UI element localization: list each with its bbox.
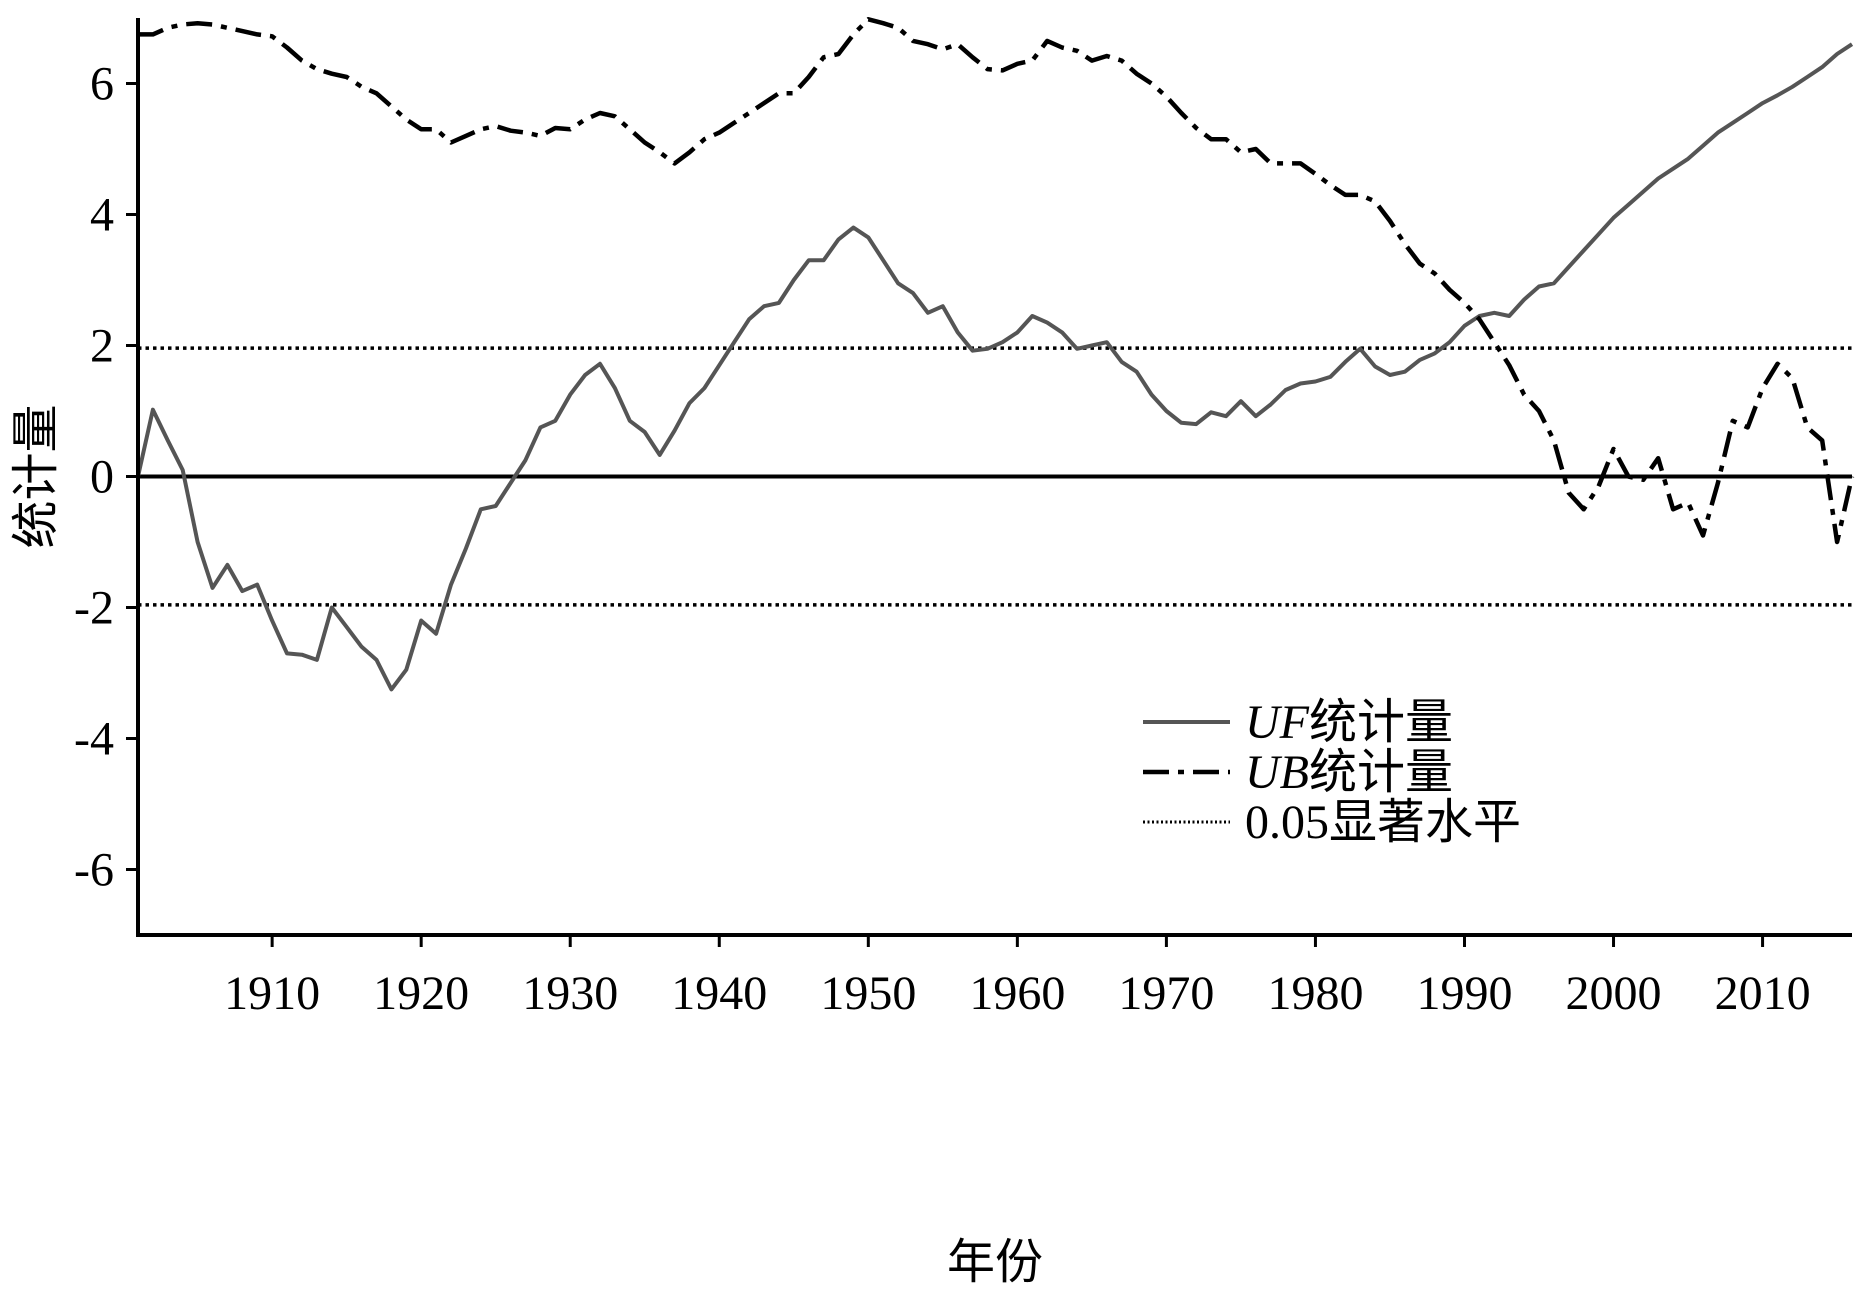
y-tick-label: 4 bbox=[90, 189, 114, 242]
x-tick-label: 1920 bbox=[373, 967, 469, 1020]
y-axis-ticks: -6 -4 -2 0 2 4 6 bbox=[74, 58, 138, 897]
x-tick-label: 2010 bbox=[1715, 967, 1811, 1020]
x-tick-label: 1980 bbox=[1267, 967, 1363, 1020]
y-tick-label: 6 bbox=[90, 58, 114, 111]
y-tick-label: -2 bbox=[74, 582, 114, 635]
reference-lines bbox=[138, 346, 1852, 607]
x-tick-label: 1960 bbox=[969, 967, 1065, 1020]
y-tick-label: -4 bbox=[74, 713, 114, 766]
x-tick-label: 1940 bbox=[671, 967, 767, 1020]
y-axis-title: 统计量 bbox=[8, 404, 64, 548]
y-tick-label: 2 bbox=[90, 320, 114, 373]
series-line-uf bbox=[136, 42, 1854, 692]
x-axis-title: 年份 bbox=[947, 1234, 1043, 1290]
y-tick-label: -6 bbox=[74, 844, 114, 897]
legend-label: UB统计量 bbox=[1245, 744, 1453, 800]
series-line-ub bbox=[138, 17, 1855, 545]
legend-label: UF统计量 bbox=[1245, 694, 1453, 750]
x-tick-label: 1950 bbox=[820, 967, 916, 1020]
x-tick-label: 2000 bbox=[1566, 967, 1662, 1020]
legend-label: 0.05显著水平 bbox=[1245, 794, 1521, 850]
x-tick-label: 1930 bbox=[522, 967, 618, 1020]
x-axis-ticks: 1910 1920 1930 1940 1950 1960 1970 1980 1990 2000… bbox=[224, 935, 1811, 1020]
x-tick-label: 1910 bbox=[224, 967, 320, 1020]
y-tick-label: 0 bbox=[90, 451, 114, 504]
series-layer bbox=[136, 17, 1855, 692]
x-tick-label: 1970 bbox=[1118, 967, 1214, 1020]
x-tick-label: 1990 bbox=[1416, 967, 1512, 1020]
